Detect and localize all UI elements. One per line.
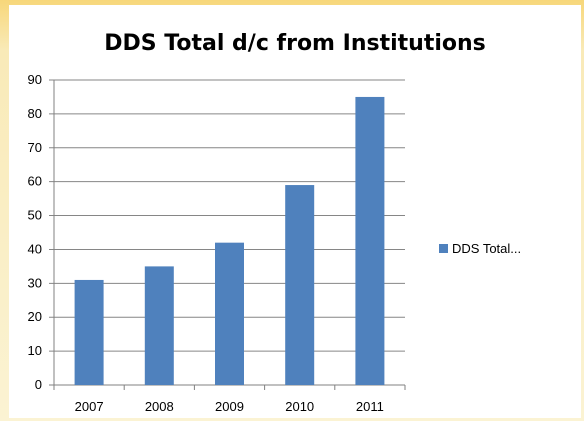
- x-tick-label: 2009: [215, 399, 244, 414]
- bar: [144, 266, 174, 385]
- chart-title: DDS Total d/c from Institutions: [104, 31, 486, 56]
- y-tick-label: 90: [28, 72, 42, 87]
- bars: [74, 96, 385, 385]
- y-tick-label: 50: [28, 208, 42, 223]
- y-axis-ticks: 0 10 20 30 40 50 60 70 80 90: [28, 72, 42, 392]
- legend-swatch: [439, 244, 448, 253]
- y-tick-label: 70: [28, 140, 42, 155]
- legend-label: DDS Total...: [452, 241, 521, 256]
- x-tick-label: 2007: [75, 399, 104, 414]
- y-tick-label: 60: [28, 174, 42, 189]
- y-tick-label: 40: [28, 241, 42, 256]
- x-tick-label: 2010: [285, 399, 314, 414]
- x-tick-label: 2011: [356, 399, 384, 414]
- bar: [74, 279, 104, 385]
- x-tick-label: 2008: [145, 399, 174, 414]
- bar: [355, 96, 385, 385]
- y-tick-label: 0: [35, 377, 42, 392]
- bar: [215, 242, 244, 385]
- y-tick-label: 20: [28, 309, 42, 324]
- x-axis-ticks: 2007 2008 2009 2010 2011: [53, 385, 406, 414]
- y-tick-label: 80: [28, 106, 42, 121]
- legend: DDS Total...: [439, 241, 521, 256]
- y-tick-label: 10: [28, 343, 42, 358]
- bar: [285, 185, 315, 385]
- y-tick-label: 30: [28, 275, 42, 290]
